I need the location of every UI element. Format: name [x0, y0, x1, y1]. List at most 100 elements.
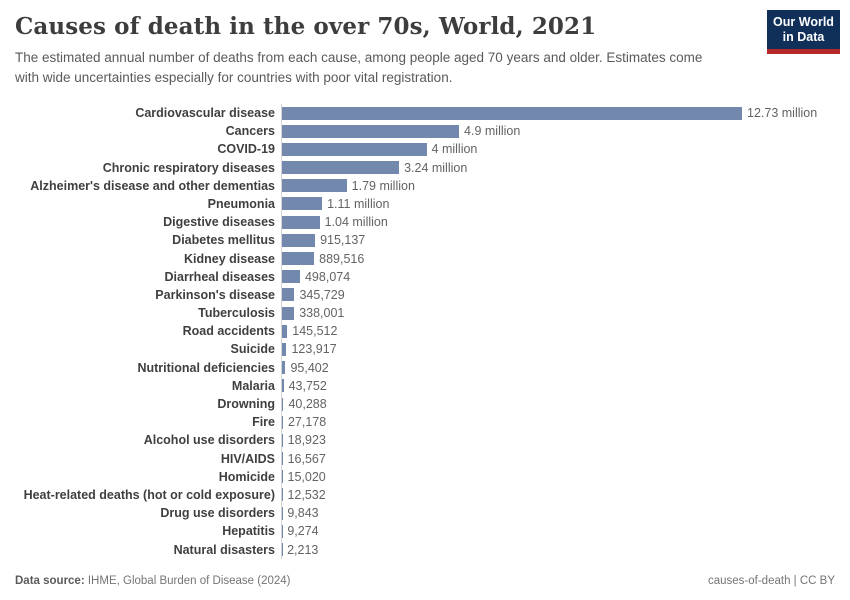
- category-label: Drug use disorders: [160, 506, 275, 521]
- chart-title: Causes of death in the over 70s, World, …: [15, 13, 597, 40]
- chart-row: Drug use disorders 9,843: [15, 504, 840, 523]
- bar-chart: Cardiovascular disease 12.73 million Can…: [0, 103, 850, 559]
- category-label: Parkinson's disease: [155, 287, 275, 302]
- bar[interactable]: [282, 397, 284, 411]
- bar[interactable]: [282, 415, 283, 429]
- value-label: 18,923: [287, 433, 326, 448]
- chart-row: Parkinson's disease 345,729: [15, 285, 840, 304]
- category-label: Malaria: [231, 378, 275, 393]
- bar[interactable]: [282, 361, 286, 375]
- value-label: 3.24 million: [404, 160, 468, 175]
- chart-row: Digestive diseases 1.04 million: [15, 213, 840, 232]
- category-label: Alcohol use disorders: [143, 433, 275, 448]
- bar[interactable]: [282, 233, 316, 247]
- bar-area: 4 million: [281, 140, 840, 159]
- bar[interactable]: [282, 215, 320, 229]
- category-label: Diabetes mellitus: [172, 233, 275, 248]
- chart-subtitle: The estimated annual number of deaths fr…: [15, 50, 703, 85]
- bar-area: 95,402: [281, 358, 840, 377]
- data-source-label: Data source:: [15, 575, 85, 587]
- bar-area: 15,020: [281, 467, 840, 486]
- category-label: Drowning: [217, 397, 275, 412]
- chart-row: Cardiovascular disease 12.73 million: [15, 103, 840, 123]
- category-label: Chronic respiratory diseases: [102, 160, 275, 175]
- bar-area: 4.9 million: [281, 122, 840, 141]
- owid-logo-line1: Our World: [773, 15, 834, 29]
- category-label: Tuberculosis: [198, 306, 275, 321]
- chart-row: Nutritional deficiencies 95,402: [15, 358, 840, 377]
- category-label: Fire: [252, 415, 275, 430]
- bar[interactable]: [282, 324, 288, 338]
- chart-row: COVID-19 4 million: [15, 140, 840, 159]
- owid-logo-line2: in Data: [782, 30, 825, 45]
- bar[interactable]: [282, 252, 315, 266]
- category-label: Diarrheal diseases: [164, 269, 276, 284]
- bar[interactable]: [282, 161, 400, 175]
- value-label: 16,567: [287, 451, 326, 466]
- license-note[interactable]: causes-of-death | CC BY: [708, 575, 835, 587]
- bar[interactable]: [282, 197, 323, 211]
- data-source: Data source: IHME, Global Burden of Dise…: [15, 575, 291, 587]
- owid-logo[interactable]: Our World in Data: [767, 10, 840, 54]
- bar-area: 345,729: [281, 285, 840, 304]
- value-label: 27,178: [287, 415, 327, 430]
- category-label: Nutritional deficiencies: [137, 360, 275, 375]
- bar-area: 1.11 million: [281, 194, 840, 214]
- value-label: 12,532: [287, 487, 326, 502]
- bar[interactable]: [282, 142, 427, 156]
- bar[interactable]: [282, 288, 295, 302]
- category-label: Suicide: [230, 342, 275, 357]
- value-label: 1.79 million: [351, 178, 415, 193]
- chart-row: Natural disasters 2,213: [15, 540, 840, 559]
- bar-area: 27,178: [281, 413, 840, 432]
- category-label: Kidney disease: [183, 251, 275, 266]
- bar-area: 9,274: [281, 522, 840, 541]
- chart-row: Chronic respiratory diseases 3.24 millio…: [15, 158, 840, 177]
- category-label: Natural disasters: [173, 542, 275, 557]
- bar[interactable]: [282, 306, 295, 320]
- value-label: 1.04 million: [324, 215, 388, 230]
- value-label: 915,137: [320, 233, 366, 248]
- value-label: 4 million: [431, 142, 478, 157]
- bar[interactable]: [282, 179, 347, 193]
- bar-area: 123,917: [281, 340, 840, 359]
- category-label: Road accidents: [182, 324, 275, 339]
- value-label: 9,843: [287, 506, 319, 521]
- value-label: 12.73 million: [747, 106, 818, 121]
- bar-area: 915,137: [281, 231, 840, 250]
- value-label: 345,729: [299, 287, 345, 302]
- bar-area: 43,752: [281, 376, 840, 395]
- category-label: COVID-19: [217, 142, 275, 157]
- bar-area: 9,843: [281, 504, 840, 523]
- bar[interactable]: [282, 342, 287, 356]
- bar-area: 12.73 million: [281, 103, 840, 123]
- bar[interactable]: [282, 124, 460, 138]
- category-label: Cardiovascular disease: [135, 106, 275, 121]
- bar[interactable]: [282, 270, 300, 284]
- category-label: Pneumonia: [207, 196, 275, 211]
- chart-row: Alcohol use disorders 18,923: [15, 431, 840, 450]
- bar-area: 145,512: [281, 322, 840, 341]
- bar[interactable]: [282, 379, 284, 393]
- chart-row: Homicide 15,020: [15, 467, 840, 486]
- value-label: 123,917: [291, 342, 337, 357]
- value-label: 1.11 million: [327, 196, 390, 211]
- chart-rows: Cardiovascular disease 12.73 million Can…: [15, 103, 840, 559]
- chart-header: Causes of death in the over 70s, World, …: [0, 0, 850, 88]
- chart-row: Diabetes mellitus 915,137: [15, 231, 840, 250]
- bar-area: 498,074: [281, 267, 840, 286]
- bar-area: 1.04 million: [281, 213, 840, 232]
- bar-area: 889,516: [281, 249, 840, 268]
- bar[interactable]: [282, 470, 283, 484]
- chart-row: Road accidents 145,512: [15, 322, 840, 341]
- bar[interactable]: [282, 433, 283, 447]
- chart-row: Malaria 43,752: [15, 376, 840, 395]
- value-label: 4.9 million: [464, 124, 521, 139]
- chart-row: Hepatitis 9,274: [15, 522, 840, 541]
- bar[interactable]: [282, 106, 742, 120]
- bar[interactable]: [282, 452, 283, 466]
- chart-row: Suicide 123,917: [15, 340, 840, 359]
- chart-footer: Data source: IHME, Global Burden of Dise…: [15, 575, 835, 587]
- value-label: 498,074: [304, 269, 351, 284]
